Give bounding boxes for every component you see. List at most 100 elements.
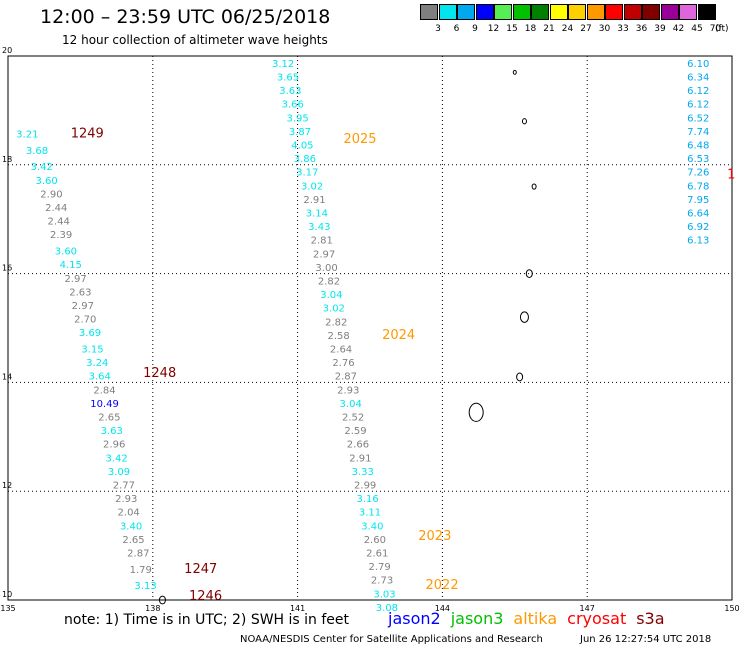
wave-height-value: 3.09 [108, 467, 130, 478]
wave-height-value: 7.26 [687, 168, 709, 179]
wave-height-value: 2.93 [337, 385, 359, 396]
wave-height-value: 6.92 [687, 222, 709, 233]
wave-height-value: 3.60 [55, 247, 77, 258]
legend-label: 9 [472, 24, 478, 34]
wave-height-value: 2.91 [349, 453, 371, 464]
legend-label: 18 [524, 24, 537, 34]
legend-swatch [586, 4, 605, 20]
legend-label: 12 [487, 24, 500, 34]
wave-height-value: 3.00 [315, 263, 337, 274]
wave-height-value: 6.13 [687, 236, 709, 247]
wave-height-value: 2.97 [72, 301, 94, 312]
legend-label: 21 [543, 24, 555, 34]
legend-label: 36 [635, 24, 648, 34]
wave-height-value: 2.96 [103, 440, 125, 451]
wave-height-value: 3.16 [356, 494, 378, 505]
satellite-altika: altika [513, 609, 558, 628]
wave-height-value: 7.95 [687, 195, 709, 206]
legend-swatch [438, 4, 457, 20]
latitude-tick: 14 [2, 372, 12, 381]
legend-swatch [642, 4, 660, 20]
wave-height-value: 2.82 [325, 317, 347, 328]
legend-label: 42 [672, 24, 685, 34]
legend-unit: (ft) [715, 24, 729, 34]
pass-number-label: 2023 [418, 529, 451, 544]
satellite-jason2: jason2 [388, 609, 441, 628]
wave-height-value: 3.12 [272, 59, 294, 70]
wave-height-value: 3.69 [79, 328, 101, 339]
wave-height-value: 2.64 [330, 344, 352, 355]
credit-line: NOAA/NESDIS Center for Satellite Applica… [240, 634, 543, 645]
wave-height-value: 3.42 [105, 453, 127, 464]
wave-height-value: 6.78 [687, 181, 709, 192]
wave-height-value: 3.40 [361, 521, 383, 532]
legend-label: 33 [617, 24, 629, 34]
wave-height-value: 3.04 [340, 399, 362, 410]
wave-height-value: 3.64 [89, 372, 111, 383]
wave-height-value: 2.59 [344, 426, 366, 437]
map-title: 12:00 – 23:59 UTC 06/25/2018 [40, 6, 331, 28]
wave-height-value: 3.02 [301, 181, 323, 192]
legend-label: 45 [691, 24, 703, 34]
legend-label: 30 [598, 24, 611, 34]
wave-height-value: 2.77 [113, 480, 135, 491]
wave-height-value: 2.84 [93, 385, 115, 396]
wave-height-value: 6.52 [687, 113, 709, 124]
wave-height-value: 6.48 [687, 140, 709, 151]
wave-height-value: 3.95 [286, 113, 308, 124]
latitude-tick: 12 [2, 481, 12, 490]
legend-swatch [568, 4, 586, 20]
wave-height-value: 4.15 [60, 260, 82, 271]
agrihan-island [521, 118, 527, 125]
wave-height-value: 2.61 [366, 548, 388, 559]
wave-height-value: 3.33 [352, 467, 374, 478]
wave-height-value: 3.86 [294, 154, 316, 165]
wave-height-value: 3.14 [306, 208, 328, 219]
wave-height-value: 3.40 [120, 521, 142, 532]
wave-height-value: 2.91 [303, 195, 325, 206]
wave-height-value: 3.60 [35, 176, 57, 187]
longitude-tick: 150 [724, 604, 739, 613]
legend-label: 15 [506, 24, 518, 34]
wave-height-value: 3.68 [26, 146, 48, 157]
satellite-cryosat: cryosat [567, 609, 627, 628]
latitude-tick: 20 [2, 46, 12, 55]
wave-height-value: 3.65 [277, 72, 299, 83]
wave-height-value: 6.53 [687, 154, 709, 165]
wave-height-value: 2.97 [64, 274, 86, 285]
latitude-tick: 10 [2, 590, 12, 599]
satellite-jason3: jason3 [450, 609, 504, 628]
generation-timestamp: Jun 26 12:27:54 UTC 2018 [580, 634, 712, 645]
wave-height-value: 2.97 [313, 249, 335, 260]
wave-height-value: 2.87 [127, 548, 149, 559]
pagan-island [531, 183, 537, 190]
wave-height-value: 2.73 [371, 576, 393, 587]
wave-height-value: 2.70 [74, 315, 96, 326]
wave-height-value: 6.64 [687, 208, 709, 219]
legend-label: 6 [453, 24, 460, 34]
legend-swatch [494, 4, 512, 20]
legend-swatch [475, 4, 494, 20]
wave-height-value: 6.12 [687, 100, 709, 111]
legend-swatch [531, 4, 549, 20]
map-frame [7, 55, 733, 601]
legend-label: 70 [709, 24, 722, 34]
wave-height-value: 2.87 [335, 372, 357, 383]
wave-height-value: 3.03 [373, 589, 395, 600]
legend-label: 24 [561, 24, 574, 34]
legend-swatch [420, 4, 438, 20]
wave-height-value: 3.08 [376, 603, 398, 614]
footnote: note: 1) Time is in UTC; 2) SWH is in fe… [64, 612, 350, 628]
guam-island [468, 402, 484, 422]
wave-height-value: 10.49 [90, 399, 119, 410]
wave-height-value: 2.90 [40, 189, 62, 200]
wave-height-value: 4.05 [291, 140, 313, 151]
map-subtitle: 12 hour collection of altimeter wave hei… [62, 33, 328, 47]
wave-height-value: 6.12 [687, 86, 709, 97]
wave-height-value: 6.34 [687, 72, 709, 83]
longitude-tick: 135 [0, 604, 15, 613]
longitude-tick: 147 [580, 604, 595, 613]
wave-height-value: 3.15 [81, 344, 103, 355]
wave-height-value: 2.52 [342, 412, 364, 423]
